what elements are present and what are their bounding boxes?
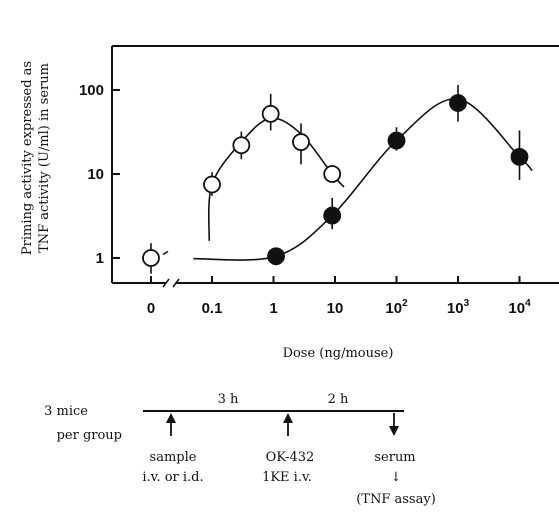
marker [292, 133, 310, 151]
filled-data-point [387, 127, 406, 151]
curve-stub [162, 250, 169, 256]
open-data-point [292, 123, 310, 165]
open-series-curve [207, 117, 345, 241]
interval-2: 2 h [328, 392, 349, 407]
filled-series-curve [193, 98, 533, 261]
filled-data-point [267, 247, 285, 266]
y-axis-title: Priming activity expressed as TNF activi… [20, 61, 52, 255]
filled-data-point [323, 197, 342, 230]
step1-line1: sample [150, 450, 197, 465]
step2-line2: 1KE i.v. [262, 470, 312, 485]
open-data-point [203, 172, 221, 196]
open-data-point [261, 93, 280, 131]
x-tick-exponent: 3 [464, 298, 470, 309]
marker [142, 249, 160, 267]
filled-data-point [510, 130, 529, 180]
up-arrow-icon [166, 413, 176, 436]
plot-frame [111, 45, 559, 288]
x-tick-exponent: 2 [402, 298, 408, 309]
interval-1: 3 h [218, 392, 239, 407]
step3-arrow-icon: ↓ [391, 470, 402, 485]
y-tick-label: 1 [96, 250, 104, 267]
y-axis-title-line1: Priming activity expressed as [20, 61, 35, 255]
group-label-line1: 3 mice [44, 404, 88, 419]
down-arrow-icon [389, 413, 399, 436]
x-tick-label: 104 [508, 298, 531, 317]
step1-line2: i.v. or i.d. [142, 470, 203, 485]
up-arrow-icon [283, 413, 293, 436]
x-axis-title: Dose (ng/mouse) [283, 346, 394, 361]
y-axis-title-line2: TNF activity (U/ml) in serum [37, 63, 52, 253]
x-tick-label: 103 [447, 298, 470, 317]
y-tick-label: 100 [79, 82, 104, 99]
x-tick-label: 102 [385, 298, 408, 317]
axis-break-mark [172, 278, 180, 288]
axis-break-mark [162, 278, 170, 288]
step3-line1: serum [374, 450, 415, 465]
protocol-diagram: 3 mice per group 3 h 2 h sample i.v. or … [44, 392, 436, 507]
step3-line2: (TNF assay) [356, 492, 436, 507]
filled-data-point [449, 84, 467, 122]
group-label-line2: per group [57, 428, 122, 443]
y-ticks: 1 10 100 [79, 82, 120, 267]
y-tick-label: 10 [87, 166, 104, 183]
x-tick-label: 1 [269, 300, 277, 317]
x-tick-label: 0 [147, 300, 155, 317]
marker [323, 165, 342, 183]
marker [449, 94, 467, 112]
marker [267, 247, 285, 266]
marker [323, 206, 342, 225]
x-tick-label: 10 [327, 300, 344, 317]
x-ticks: 0 0.1 1 10 102 103 104 [147, 276, 531, 317]
data-points [142, 84, 529, 274]
step2-line1: OK-432 [266, 450, 315, 465]
marker [232, 136, 251, 155]
marker [203, 175, 221, 194]
marker [510, 147, 529, 166]
x-tick-label: 0.1 [202, 300, 223, 317]
open-data-point [232, 131, 251, 160]
marker [387, 131, 406, 150]
x-tick-exponent: 4 [525, 298, 531, 309]
open-data-point [323, 165, 342, 183]
marker [261, 104, 280, 123]
open-data-point [142, 243, 160, 274]
